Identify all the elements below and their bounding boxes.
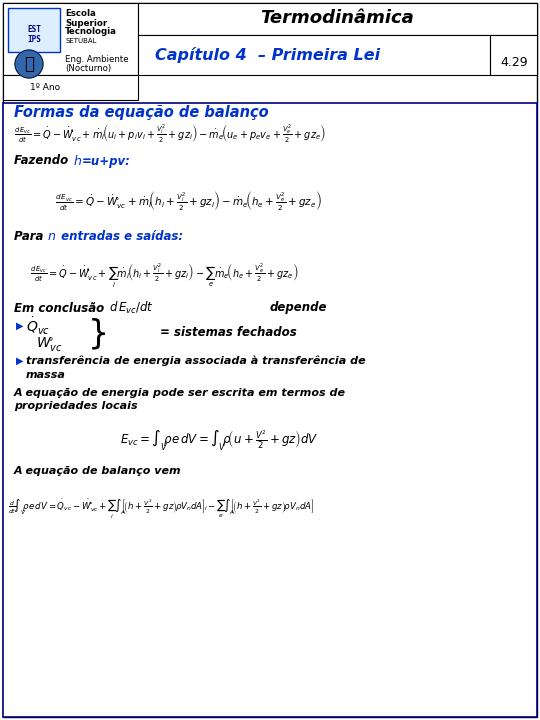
Text: Termodinâmica: Termodinâmica	[260, 9, 414, 27]
Text: EST: EST	[27, 25, 41, 35]
Text: $\blacktriangleright$: $\blacktriangleright$	[14, 320, 25, 332]
Text: Formas da equação de balanço: Formas da equação de balanço	[14, 106, 268, 120]
Bar	[8, 8, 60, 52]
Text: = sistemas fechados: = sistemas fechados	[160, 326, 297, 340]
Text: $h$: $h$	[73, 154, 82, 168]
Text: IPS: IPS	[27, 35, 41, 43]
Text: $\dot{Q}_{vc}$: $\dot{Q}_{vc}$	[26, 315, 50, 336]
Text: transferência de energia associada à transferência de: transferência de energia associada à tra…	[26, 356, 366, 366]
Text: A equação de balanço vem: A equação de balanço vem	[14, 466, 181, 476]
Bar	[3, 75, 138, 100]
Text: $\frac{d\,E_{vc}}{dt}=\dot{Q}-\dot{W}^{\!\!\!\circ}_{vc}+\dot{m}_i\!\left(h_i+\f: $\frac{d\,E_{vc}}{dt}=\dot{Q}-\dot{W}^{\…	[55, 189, 322, 212]
Text: Tecnologia: Tecnologia	[65, 27, 117, 37]
Text: $E_{vc}=\int_{V}\!\rho e\,dV=\int_{V}\!\rho\!\left(u+\frac{V^2}{2}+gz\right)dV$: $E_{vc}=\int_{V}\!\rho e\,dV=\int_{V}\!\…	[120, 429, 319, 453]
Text: propriedades locais: propriedades locais	[14, 401, 138, 411]
Bar	[3, 103, 537, 717]
Text: Em conclusão: Em conclusão	[14, 302, 109, 315]
Text: }: }	[88, 318, 109, 351]
Circle shape	[15, 50, 43, 78]
Bar	[138, 35, 490, 75]
Text: Fazendo: Fazendo	[14, 155, 72, 168]
Text: $\blacktriangleright$: $\blacktriangleright$	[14, 355, 25, 366]
Text: $\frac{d}{dt}\!\int_V\!\rho e\,dV=\dot{Q}_{vc}-\dot{W}^{\!\!\!\circ}_{vc}+\sum_i: $\frac{d}{dt}\!\int_V\!\rho e\,dV=\dot{Q…	[8, 498, 314, 521]
Text: depende: depende	[270, 302, 327, 315]
Text: Escola: Escola	[65, 9, 96, 19]
Text: A equação de energia pode ser escrita em termos de: A equação de energia pode ser escrita em…	[14, 388, 346, 398]
Text: Para: Para	[14, 230, 48, 243]
Text: Eng. Ambiente: Eng. Ambiente	[65, 55, 129, 63]
Text: =u+pv:: =u+pv:	[82, 155, 131, 168]
Bar	[138, 3, 537, 35]
Text: SETÚBAL: SETÚBAL	[65, 37, 97, 44]
Text: Capítulo 4  – Primeira Lei: Capítulo 4 – Primeira Lei	[155, 47, 380, 63]
Text: $\frac{d\,E_{vc}}{dt}=\dot{Q}-\dot{W}^{\!\!\!\circ}_{vc}+\dot{m}_i\!\left(u_i+p_: $\frac{d\,E_{vc}}{dt}=\dot{Q}-\dot{W}^{\…	[14, 122, 326, 144]
Bar	[3, 3, 138, 75]
Text: 4.29: 4.29	[500, 56, 528, 70]
Text: massa: massa	[26, 370, 66, 380]
Text: 🌐: 🌐	[24, 55, 34, 73]
Text: $d\,E_{vc}/dt$: $d\,E_{vc}/dt$	[109, 300, 154, 316]
Text: $\dot{W}^{\!\!\!\circ}_{vc}$: $\dot{W}^{\!\!\!\circ}_{vc}$	[36, 332, 63, 354]
Text: 1º Ano: 1º Ano	[30, 83, 60, 91]
Text: entradas e saídas:: entradas e saídas:	[57, 230, 183, 243]
Text: $\frac{d\,E_{vc}}{dt}=\dot{Q}-\dot{W}^{\!\!\!\circ}_{vc}+\sum_i\dot{m}_i\!\left(: $\frac{d\,E_{vc}}{dt}=\dot{Q}-\dot{W}^{\…	[30, 262, 299, 290]
Text: Superior: Superior	[65, 19, 107, 27]
Text: $n$: $n$	[47, 230, 56, 243]
Text: (Nocturno): (Nocturno)	[65, 63, 111, 73]
Bar	[490, 35, 537, 75]
